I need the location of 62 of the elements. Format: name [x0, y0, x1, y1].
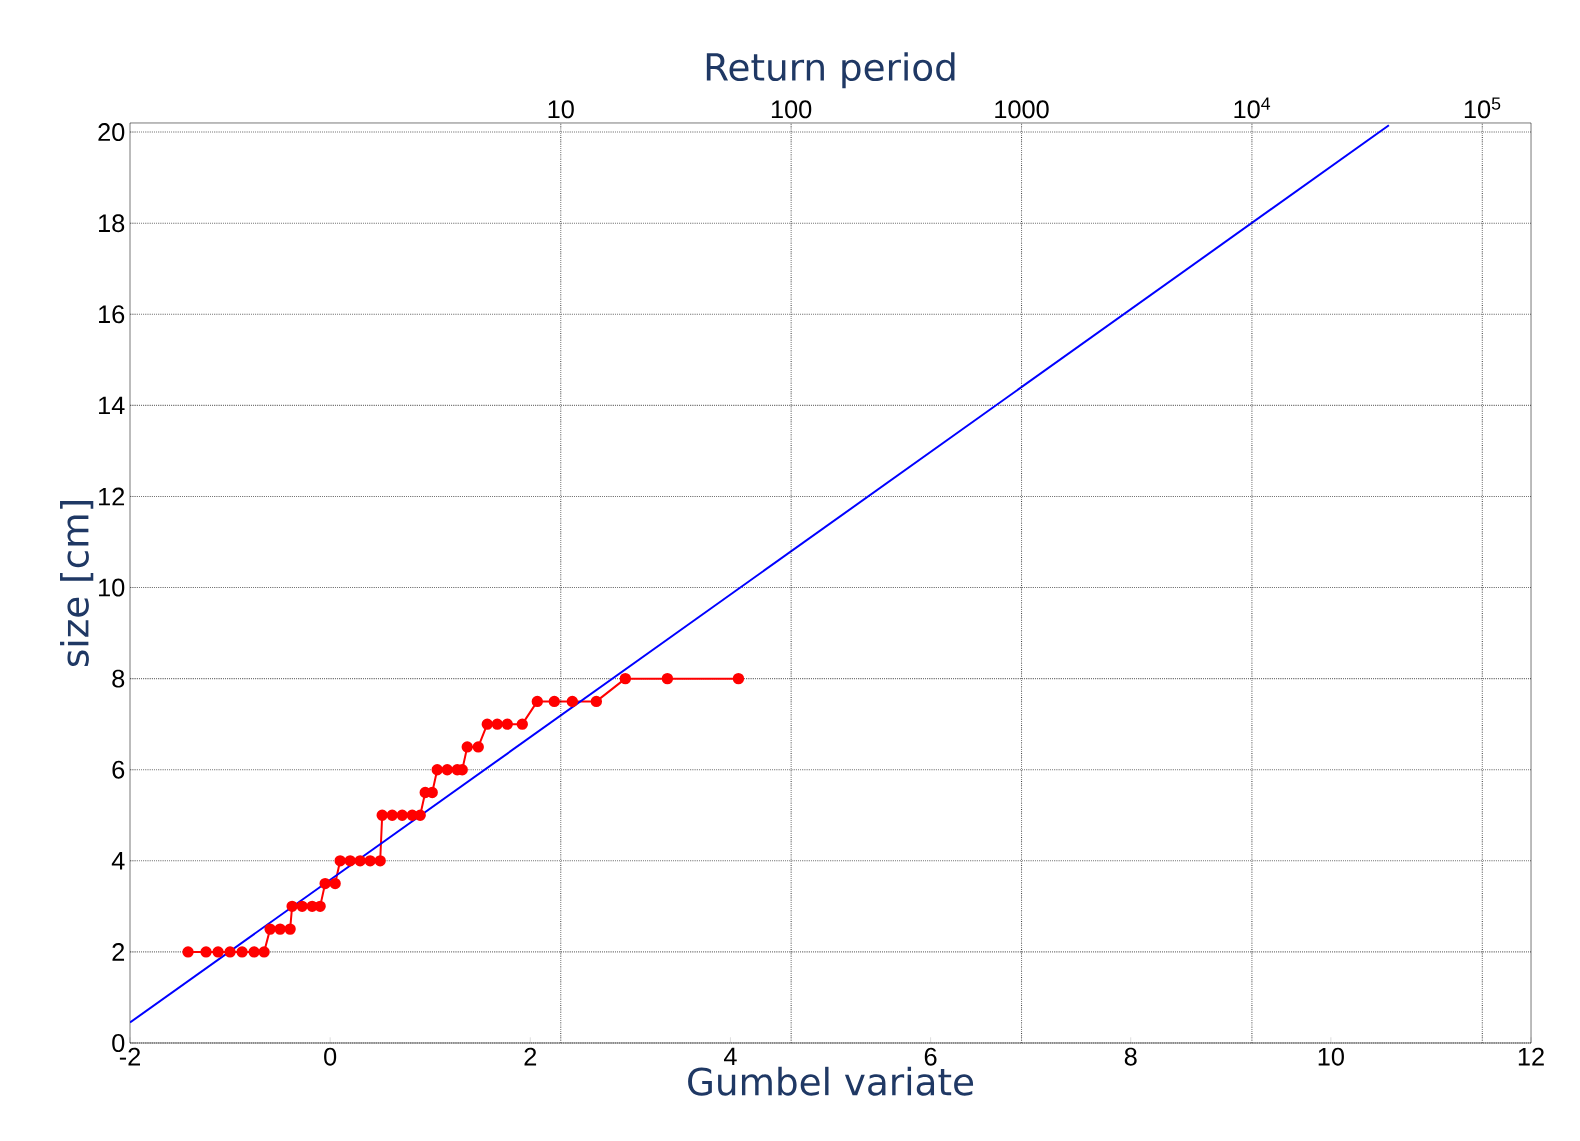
point [354, 855, 366, 867]
point [501, 718, 513, 730]
x-tick-label: 12 [1518, 1047, 1544, 1066]
point [236, 946, 248, 958]
y-tick-label: 20 [98, 123, 125, 142]
point [344, 855, 356, 867]
x-tick-label: 8 [1124, 1047, 1137, 1066]
point [224, 946, 236, 958]
y-tick-label: 10 [99, 578, 125, 597]
x2-tick-label: 10$^{4}$ [1234, 97, 1271, 119]
y-tick-label: 14 [99, 396, 125, 415]
point [329, 877, 341, 890]
y-tick-label: 4 [111, 852, 125, 870]
point [286, 900, 298, 913]
x-tick-label: 10 [1318, 1047, 1344, 1066]
point [212, 946, 224, 958]
point [732, 672, 745, 685]
y-tick-label: 12 [99, 487, 125, 506]
point [182, 946, 194, 958]
point [200, 946, 212, 958]
point [431, 764, 443, 776]
point [548, 695, 560, 708]
point [264, 923, 276, 935]
y-tick-label: 18 [99, 214, 125, 233]
point [296, 900, 308, 913]
y-tick-label: 8 [112, 669, 125, 688]
x2-tick-label: 10 [548, 100, 574, 119]
x-tick-label: 2 [524, 1047, 537, 1066]
point [274, 923, 286, 935]
y-tick-label: 2 [112, 943, 125, 961]
point [376, 809, 388, 821]
point [531, 695, 543, 708]
point [472, 741, 484, 753]
point [284, 923, 296, 935]
x2-axis-title: Return period [706, 52, 955, 89]
x-tick-label: 6 [924, 1047, 937, 1066]
point [566, 695, 578, 708]
point [334, 855, 346, 867]
y-tick-label: 16 [99, 305, 125, 324]
point [516, 718, 528, 730]
y-tick-label: 6 [112, 760, 125, 779]
x2-tick-label: 100 [771, 100, 812, 119]
x2-tick-label: 1000 [995, 100, 1049, 119]
x2-tick-label: 10$^{5}$ [1464, 97, 1501, 119]
point [364, 855, 376, 867]
point [441, 764, 453, 776]
point [248, 946, 260, 958]
point [396, 809, 408, 821]
point [491, 718, 503, 730]
point [590, 695, 603, 708]
point [374, 855, 386, 867]
point [319, 877, 331, 890]
point [661, 672, 674, 685]
point [461, 741, 473, 753]
x-axis-title: Gumbel variate [688, 1066, 974, 1096]
point [386, 809, 398, 821]
point [619, 672, 632, 685]
point [258, 946, 270, 958]
y-axis-title: size [cm] [60, 501, 94, 667]
x-tick-label: 4 [723, 1047, 737, 1066]
point [481, 718, 493, 730]
x-tick-label: 0 [324, 1047, 337, 1066]
